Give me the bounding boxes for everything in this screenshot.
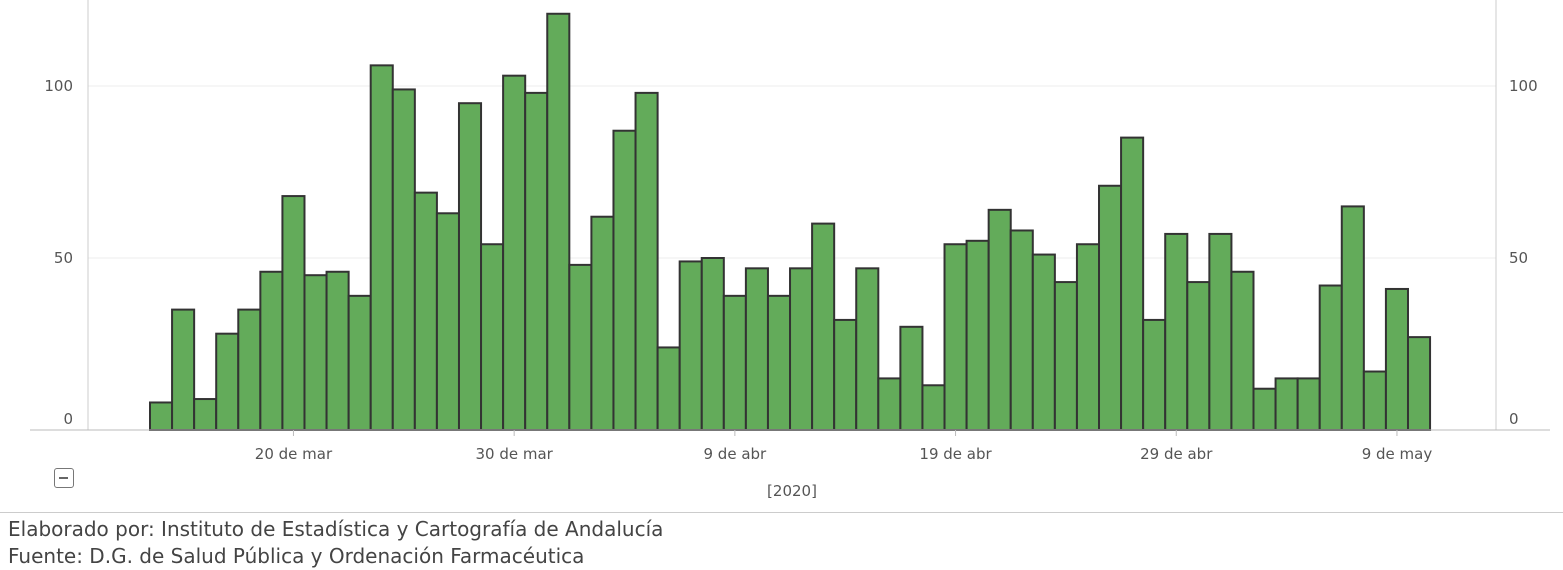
bar (149, 401, 174, 432)
y-tick-label-right: 50 (1509, 249, 1528, 267)
bar (259, 270, 284, 432)
bar (1098, 184, 1123, 431)
bar (303, 274, 328, 432)
bar (413, 191, 438, 431)
y-tick-label-left: 0 (63, 410, 73, 428)
x-group-label: [2020] (767, 482, 817, 500)
x-tick-label: 20 de mar (255, 445, 333, 463)
bars (149, 12, 1432, 432)
bar (1296, 377, 1321, 431)
bar (1230, 270, 1255, 432)
bar (1252, 387, 1277, 431)
bar (899, 325, 924, 431)
bar (391, 88, 416, 431)
bar (678, 260, 703, 431)
bar (480, 243, 505, 431)
bar (744, 267, 769, 431)
bar (435, 212, 460, 431)
footer-elaborado: Elaborado por: Instituto de Estadística … (8, 517, 664, 541)
footer-fuente: Fuente: D.G. de Salud Pública y Ordenaci… (8, 544, 585, 568)
bar (877, 377, 902, 431)
bar (1186, 281, 1211, 431)
bar (215, 332, 240, 431)
axes (30, 0, 1550, 431)
bar (457, 102, 483, 431)
bar (1031, 253, 1056, 431)
bar (634, 91, 659, 431)
bar (1362, 370, 1387, 431)
bar (700, 257, 725, 431)
footer: Elaborado por: Instituto de Estadística … (8, 516, 663, 570)
bar (524, 91, 549, 431)
bar (171, 308, 196, 432)
x-tick-label: 30 de mar (475, 445, 553, 463)
x-tick-label: 19 de abr (919, 445, 992, 463)
bar (943, 243, 968, 431)
bar (502, 74, 527, 432)
bar (1406, 336, 1432, 431)
bar (1274, 377, 1299, 431)
axis-labels: 0 0 50 50 100 100 20 de mar 30 de mar 9 de abr 19… (44, 77, 1537, 463)
bar (1009, 229, 1034, 431)
bar (546, 12, 571, 431)
bar (281, 195, 306, 431)
footer-divider (0, 512, 1563, 513)
bar (568, 263, 593, 431)
bar (766, 294, 792, 431)
bar (1142, 318, 1167, 432)
x-tick-label: 29 de abr (1140, 445, 1213, 463)
bar (1208, 232, 1233, 431)
y-tick-label-right: 0 (1509, 410, 1519, 428)
bar (833, 318, 858, 432)
bar (1318, 284, 1343, 431)
y-tick-label-right: 100 (1509, 77, 1538, 95)
bar (789, 267, 814, 431)
bar (193, 398, 218, 432)
bar-chart: 0 0 50 50 100 100 20 de mar 30 de mar 9 de abr 19… (30, 0, 1550, 500)
grid-lines (88, 85, 1496, 259)
y-tick-label-left: 100 (44, 77, 73, 95)
x-tick-label: 9 de abr (703, 445, 767, 463)
bar (722, 294, 747, 431)
bar (1075, 243, 1101, 431)
bar (987, 208, 1012, 431)
y-tick-label-left: 50 (54, 249, 73, 267)
bar (369, 64, 394, 432)
bar (1384, 287, 1409, 431)
bar (325, 270, 350, 432)
bar (1053, 281, 1078, 431)
bar (656, 346, 681, 431)
bar (811, 222, 836, 431)
minus-square-icon (59, 477, 68, 479)
bar (1164, 232, 1189, 431)
x-tick-label: 9 de may (1362, 445, 1433, 463)
bar (347, 294, 372, 431)
bar (612, 129, 637, 431)
bar (1120, 136, 1145, 431)
bar (855, 267, 880, 431)
bar (965, 239, 990, 431)
bar (1340, 205, 1365, 431)
bar (590, 215, 615, 431)
collapse-button[interactable] (54, 468, 74, 488)
bar (237, 308, 262, 432)
bar (921, 384, 946, 431)
